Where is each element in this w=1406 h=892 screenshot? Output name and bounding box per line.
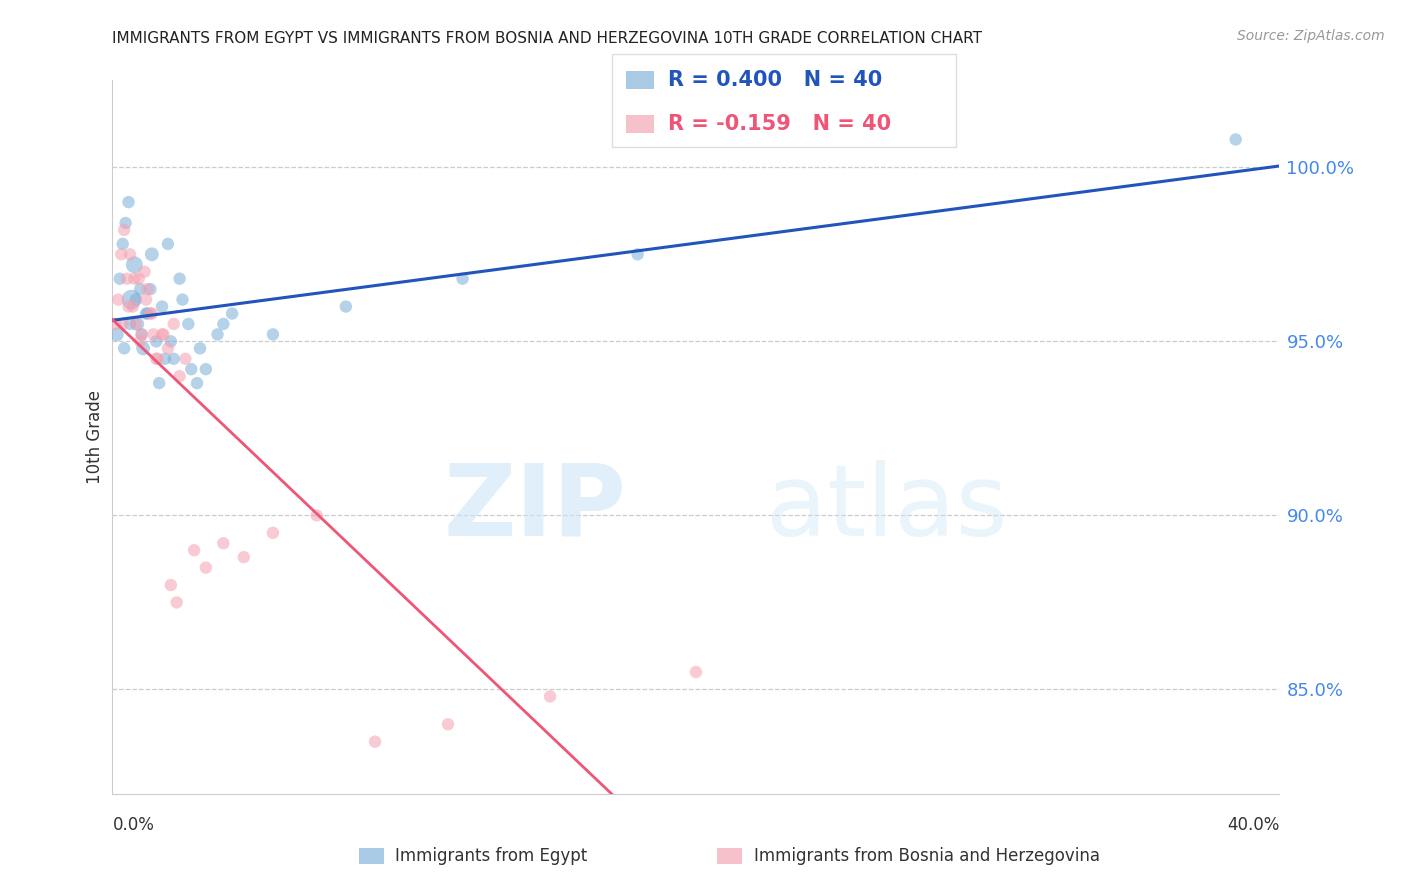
Point (129, 282, 152, 296)
Point (186, 376, 208, 391)
Text: 40.0%: 40.0% (1227, 816, 1279, 834)
Point (194, 560, 217, 574)
Text: 0.0%: 0.0% (112, 816, 155, 834)
Point (107, 293, 129, 307)
Point (305, 508, 328, 523)
Point (136, 282, 159, 296)
Point (132, 341, 155, 355)
Point (142, 327, 165, 342)
Point (169, 369, 191, 384)
Text: atlas: atlas (766, 460, 1008, 557)
Point (124, 258, 146, 272)
Point (141, 306, 163, 320)
Point (364, 734, 387, 748)
Point (160, 578, 183, 592)
Point (177, 317, 200, 331)
Point (111, 236, 134, 251)
Point (207, 327, 229, 342)
Point (152, 327, 174, 342)
Point (160, 334, 183, 349)
Point (134, 265, 156, 279)
Point (104, 317, 127, 331)
Point (221, 306, 243, 320)
Text: R = -0.159   N = 40: R = -0.159 N = 40 (668, 114, 891, 134)
Point (172, 293, 194, 307)
Point (145, 334, 167, 349)
Point (112, 341, 135, 355)
Point (117, 300, 139, 314)
Point (120, 293, 142, 307)
Point (145, 351, 167, 366)
Text: Immigrants from Bosnia and Herzegovina: Immigrants from Bosnia and Herzegovina (754, 847, 1099, 865)
Point (188, 341, 211, 355)
Point (118, 247, 141, 261)
Point (128, 271, 150, 285)
Point (135, 306, 157, 320)
Text: Source: ZipAtlas.com: Source: ZipAtlas.com (1237, 29, 1385, 43)
Point (131, 327, 153, 342)
Point (538, 690, 561, 704)
Point (451, 271, 474, 285)
Point (163, 351, 186, 366)
Point (141, 247, 163, 261)
Point (136, 306, 159, 320)
Point (131, 327, 153, 342)
Point (108, 271, 131, 285)
Point (150, 300, 173, 314)
Point (117, 195, 139, 210)
Point (118, 317, 141, 331)
Text: ZIP: ZIP (443, 460, 626, 557)
Point (146, 351, 169, 366)
Point (139, 306, 162, 320)
Point (112, 223, 135, 237)
Point (685, 665, 707, 679)
Point (169, 271, 191, 285)
Point (437, 717, 460, 731)
Text: R = 0.400   N = 40: R = 0.400 N = 40 (668, 70, 882, 90)
Point (626, 247, 648, 261)
Point (153, 351, 176, 366)
Y-axis label: 10th Grade: 10th Grade (86, 390, 104, 484)
Point (139, 282, 162, 296)
Point (122, 300, 145, 314)
Point (156, 236, 179, 251)
Point (174, 351, 197, 366)
Point (232, 550, 254, 565)
Point (125, 293, 148, 307)
Point (156, 341, 179, 355)
Point (262, 327, 284, 342)
Text: IMMIGRANTS FROM EGYPT VS IMMIGRANTS FROM BOSNIA AND HERZEGOVINA 10TH GRADE CORRE: IMMIGRANTS FROM EGYPT VS IMMIGRANTS FROM… (112, 31, 983, 46)
Point (183, 543, 205, 558)
Point (115, 271, 138, 285)
Point (194, 362, 217, 376)
Point (262, 525, 284, 540)
Point (163, 317, 186, 331)
Point (127, 317, 149, 331)
Point (114, 216, 136, 230)
Point (124, 271, 146, 285)
Point (105, 327, 128, 342)
Point (180, 362, 202, 376)
Point (150, 327, 173, 342)
Point (335, 300, 357, 314)
Point (129, 334, 152, 349)
Point (111, 317, 134, 331)
Text: Immigrants from Egypt: Immigrants from Egypt (395, 847, 588, 865)
Point (1225, 132, 1247, 146)
Point (212, 317, 235, 331)
Point (135, 293, 157, 307)
Point (212, 536, 235, 550)
Point (125, 317, 148, 331)
Point (110, 247, 132, 261)
Point (166, 595, 188, 609)
Point (148, 376, 170, 391)
